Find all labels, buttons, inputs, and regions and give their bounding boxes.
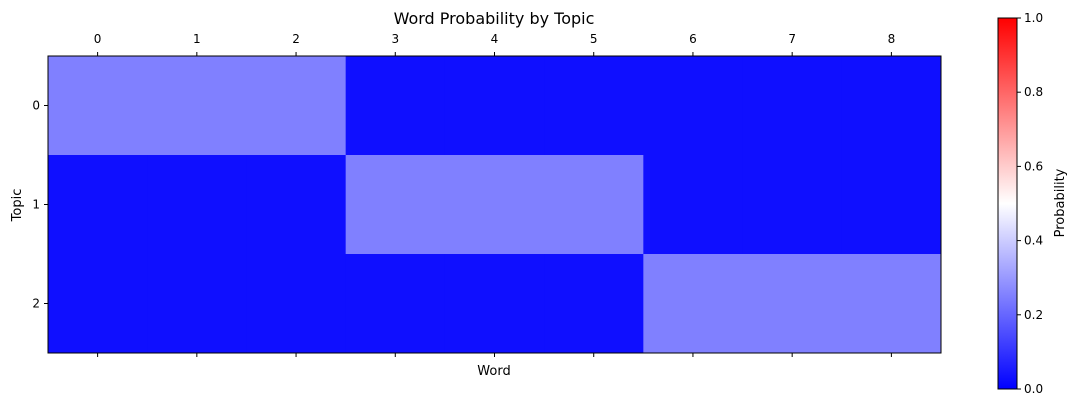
heatmap-cell bbox=[147, 56, 247, 156]
heatmap-cell bbox=[444, 155, 545, 255]
heatmap-cell bbox=[841, 56, 942, 156]
colorbar-label: Probability bbox=[1053, 168, 1068, 237]
colorbar-tick-label: 1.0 bbox=[1024, 11, 1043, 25]
heatmap-cell bbox=[444, 56, 545, 156]
colorbar-ticks: 0.0 0.2 0.4 0.6 0.8 1.0 bbox=[1017, 11, 1043, 396]
heatmap-cell bbox=[48, 56, 148, 156]
heatmap-cell bbox=[742, 254, 843, 354]
colorbar-tick-label: 0.0 bbox=[1024, 382, 1043, 396]
colorbar-tick-label: 0.4 bbox=[1024, 234, 1043, 248]
heatmap-cell bbox=[643, 56, 744, 156]
x-tick-label: 1 bbox=[193, 32, 201, 46]
x-ticks-bottom bbox=[97, 353, 892, 357]
x-axis-label: Word bbox=[477, 364, 510, 379]
x-tick-label: 7 bbox=[788, 32, 796, 46]
heatmap-cell bbox=[841, 155, 942, 255]
y-tick-label: 1 bbox=[32, 198, 40, 212]
x-tick-label: 6 bbox=[689, 32, 697, 46]
colorbar-tick-label: 0.8 bbox=[1024, 85, 1043, 99]
x-ticks-top: 0 1 2 3 4 5 6 7 8 bbox=[94, 32, 895, 56]
heatmap-cell bbox=[643, 155, 744, 255]
heatmap-cell bbox=[246, 155, 347, 255]
x-tick-label: 4 bbox=[491, 32, 499, 46]
heatmap-cell bbox=[48, 155, 148, 255]
colorbar-tick-label: 0.6 bbox=[1024, 159, 1043, 173]
x-tick-label: 2 bbox=[292, 32, 300, 46]
heatmap-cell bbox=[345, 254, 446, 354]
y-tick-label: 2 bbox=[32, 297, 40, 311]
y-axis-label: Topic bbox=[10, 189, 25, 223]
x-tick-label: 3 bbox=[391, 32, 399, 46]
heatmap-cell bbox=[643, 254, 744, 354]
heatmap-cell bbox=[544, 56, 644, 156]
heatmap-cell bbox=[345, 155, 446, 255]
heatmap-cells bbox=[48, 56, 942, 354]
heatmap-cell bbox=[544, 155, 644, 255]
x-tick-label: 5 bbox=[590, 32, 598, 46]
x-tick-label: 8 bbox=[888, 32, 896, 46]
heatmap-cell bbox=[246, 254, 347, 354]
heatmap-cell bbox=[544, 254, 644, 354]
chart-title: Word Probability by Topic bbox=[394, 9, 595, 28]
heatmap-cell bbox=[246, 56, 347, 156]
heatmap-cell bbox=[742, 155, 843, 255]
y-ticks: 0 1 2 bbox=[32, 99, 48, 311]
heatmap-cell bbox=[48, 254, 148, 354]
y-tick-label: 0 bbox=[32, 99, 40, 113]
colorbar-tick-label: 0.2 bbox=[1024, 308, 1043, 322]
heatmap-cell bbox=[742, 56, 843, 156]
heatmap-cell bbox=[147, 155, 247, 255]
colorbar bbox=[997, 17, 1018, 390]
heatmap-cell bbox=[841, 254, 942, 354]
heatmap-cell bbox=[345, 56, 446, 156]
heatmap-cell bbox=[444, 254, 545, 354]
x-tick-label: 0 bbox=[94, 32, 102, 46]
heatmap-cell bbox=[147, 254, 247, 354]
